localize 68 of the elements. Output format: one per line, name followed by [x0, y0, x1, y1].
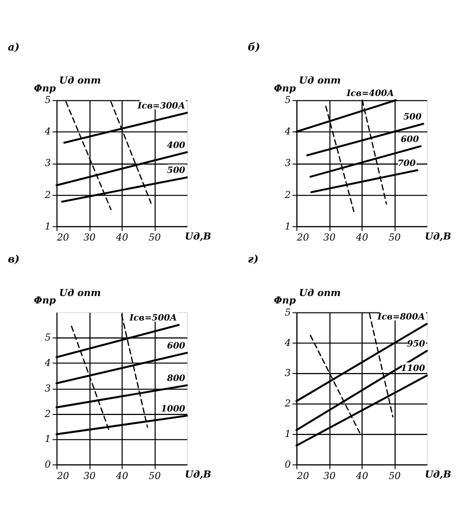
x-tick-label: 20	[56, 470, 70, 482]
y-tick-label: 3	[44, 383, 51, 394]
text: Uд опт	[299, 288, 341, 299]
x-tick-label: 20	[56, 232, 70, 244]
y-axis-title: Φпр	[274, 296, 296, 307]
x-tick-label: 30	[83, 470, 96, 482]
y-tick-label: 3	[284, 158, 291, 170]
x-axis-title: Uд,В	[184, 231, 212, 242]
x-tick-label: 50	[148, 470, 161, 482]
y-tick-label: 0	[44, 459, 51, 470]
y-tick-label: 4	[44, 126, 51, 138]
x-tick-label: 30	[83, 232, 96, 244]
series-label: 700	[398, 158, 416, 169]
series-label: 400	[167, 140, 186, 151]
y-tick-label: 5	[44, 332, 51, 344]
series-label: Iсв=300А	[136, 101, 186, 112]
y-axis-title: Φпр	[34, 296, 56, 307]
x-tick-label: 40	[354, 232, 368, 244]
x-tick-label: 40	[115, 232, 128, 244]
series-label: 500	[403, 112, 422, 122]
y-axis-title: Φпр	[34, 83, 56, 94]
series-label: Iсв=800А	[376, 312, 426, 323]
y-tick-label: 2	[44, 190, 51, 201]
series-label: 600	[167, 342, 186, 352]
series-label: 950	[406, 340, 426, 350]
series-label: 600	[400, 134, 419, 145]
y-tick-label: 1	[284, 429, 291, 440]
y-tick-label: 5	[284, 307, 291, 318]
y-tick-label: 3	[284, 368, 291, 380]
y-tick-label: 2	[284, 190, 291, 201]
series-label: 1100	[400, 364, 426, 374]
x-tick-label: 30	[323, 470, 336, 482]
series-label: 500	[167, 166, 186, 176]
x-axis-title: Uд,В	[424, 469, 452, 480]
y-tick-label: 5	[44, 95, 51, 106]
x-tick-label: 50	[148, 232, 161, 244]
chart-title: г)	[248, 254, 259, 266]
x-tick-label: 30	[323, 232, 336, 244]
x-tick-label: 20	[296, 470, 310, 482]
y-tick-label: 4	[284, 126, 291, 138]
y-tick-label: 4	[284, 338, 291, 349]
x-tick-label: 40	[115, 470, 128, 482]
series-label: Iсв=500А	[128, 314, 178, 324]
y-tick-label: 1	[44, 434, 51, 446]
text: Uд опт	[59, 76, 101, 87]
text: Uд опт	[59, 288, 101, 299]
y-tick-label: 4	[44, 358, 51, 370]
x-tick-label: 50	[388, 232, 401, 244]
y-tick-label: 0	[284, 459, 291, 470]
y-tick-label: 2	[44, 408, 51, 420]
chart-title: б)	[248, 42, 260, 54]
y-tick-label: 2	[284, 398, 291, 410]
y-axis-title: Φпр	[274, 83, 296, 94]
y-tick-label: 1	[44, 221, 51, 232]
y-tick-label: 5	[284, 95, 291, 106]
x-tick-label: 20	[296, 232, 310, 244]
x-tick-label: 50	[388, 470, 401, 482]
x-tick-label: 40	[354, 470, 368, 482]
series-label: 800	[166, 374, 186, 384]
series-label: Iсв=400А	[346, 88, 394, 99]
chart-title: а)	[8, 42, 20, 54]
x-axis-title: Uд,В	[424, 231, 452, 242]
y-tick-label: 3	[44, 158, 51, 170]
chart-title: в)	[8, 254, 20, 266]
series-label: 1000	[160, 404, 186, 414]
text: Uд опт	[299, 76, 341, 87]
y-tick-label: 1	[284, 221, 291, 232]
x-axis-title: Uд,В	[184, 469, 212, 480]
